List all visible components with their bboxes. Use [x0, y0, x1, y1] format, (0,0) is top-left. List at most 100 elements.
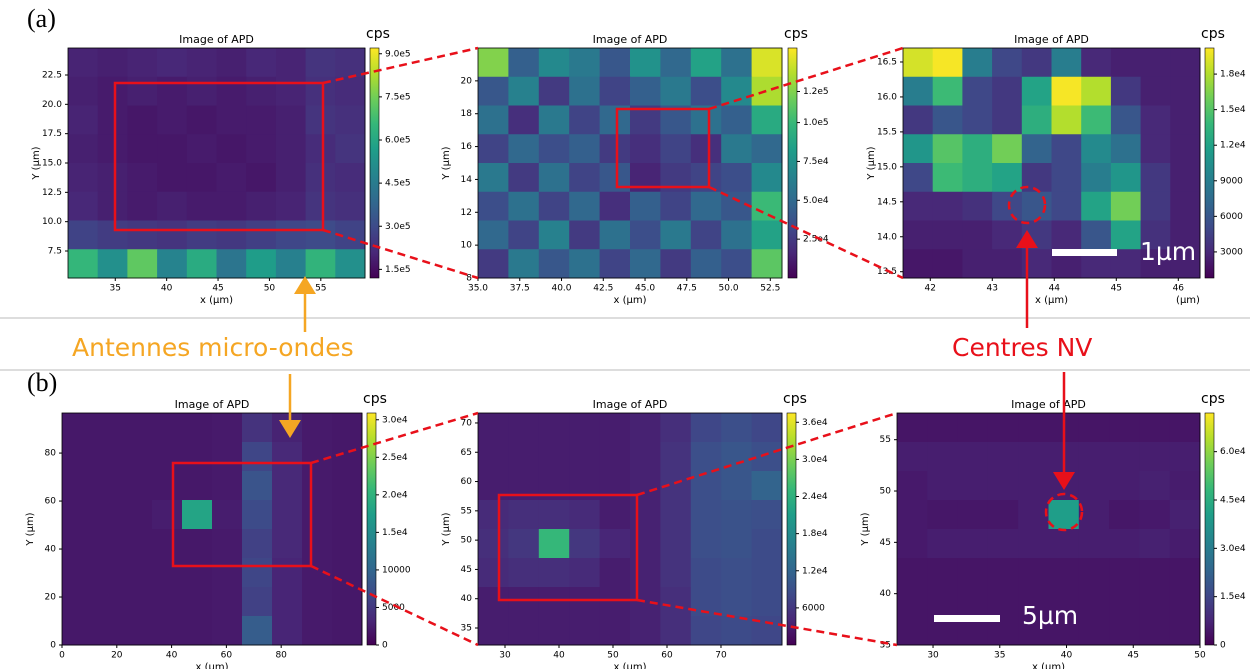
heatmap-cell: [630, 558, 661, 588]
colorbar: [787, 47, 798, 279]
heatmap-cell: [721, 529, 753, 559]
heatmap-cell: [92, 558, 123, 588]
heatmap-cell: [182, 616, 213, 646]
arrow-head: [294, 276, 316, 294]
colorbar-tick-label: 1.5e4: [1220, 105, 1246, 115]
heatmap-cell: [1021, 191, 1052, 221]
heatmap-cell: [62, 616, 93, 646]
colorbar-tick-label: 9000: [1220, 176, 1243, 186]
heatmap-cell: [478, 163, 509, 193]
y-tick-label: 60: [461, 477, 473, 487]
x-tick-label: 55: [315, 284, 326, 294]
heatmap-cell: [478, 500, 509, 530]
heatmap-cell: [1018, 442, 1049, 472]
heatmap-cell: [569, 105, 601, 135]
heatmap-cell: [690, 558, 722, 588]
heatmap-cell: [272, 558, 303, 588]
annotations: 1µm 5µm (a) (b) Antennes micro-ondes Cen…: [0, 4, 1250, 647]
heatmap-cell: [157, 163, 188, 193]
heatmap-cell: [1081, 163, 1112, 193]
y-axis-label: Y (µm): [866, 146, 877, 180]
heatmap-cell: [538, 616, 570, 646]
heatmap-cell: [599, 48, 631, 78]
panel-label: (a): [27, 4, 56, 33]
heatmap-cell: [1110, 48, 1142, 78]
heatmap-cell: [538, 76, 570, 106]
heatmap-cell: [1051, 134, 1082, 164]
heatmap-cell: [932, 249, 963, 279]
heatmap-cell: [721, 163, 753, 193]
heatmap-cell: [242, 529, 273, 559]
heatmap-cell: [932, 48, 963, 78]
heatmap-cell: [1051, 163, 1082, 193]
heatmap-cell: [751, 249, 783, 279]
heatmap-cell: [1018, 529, 1049, 559]
heatmap-cell: [157, 134, 188, 164]
heatmap-cell: [599, 442, 631, 472]
heatmap-cell: [1140, 76, 1171, 106]
heatmap-cell: [272, 442, 303, 472]
x-tick-label: 42.5: [593, 284, 613, 294]
heatmap-cell: [1018, 471, 1049, 501]
arrows: [279, 230, 1075, 490]
heatmap-cell: [538, 558, 570, 588]
x-tick-label: 37.5: [510, 284, 530, 294]
heatmap-cell: [599, 105, 631, 135]
heatmap-cell: [538, 442, 570, 472]
heatmap-cell: [275, 48, 307, 78]
heatmap-cell: [962, 220, 993, 250]
heatmap-cell: [1051, 191, 1082, 221]
x-tick-label: 45: [1128, 651, 1139, 661]
heatmap-cell: [1048, 616, 1080, 646]
heatmap-cell: [992, 48, 1023, 78]
heatmap-cell: [1048, 500, 1080, 530]
x-axis-label: x (µm): [195, 662, 228, 669]
heatmap-cell: [1078, 529, 1110, 559]
colorbar-label: cps: [784, 26, 808, 42]
zoom-line: [310, 411, 479, 465]
colorbar-tick-label: 2.5e4: [803, 235, 829, 245]
x-tick-label: 60: [661, 651, 673, 661]
heatmap-cell: [962, 48, 993, 78]
heatmap-cell: [538, 191, 570, 221]
zoom-line: [636, 598, 898, 647]
y-tick-label: 80: [45, 449, 57, 459]
x-unit-note: (µm): [1176, 295, 1200, 306]
x-tick-label: 35: [994, 651, 1005, 661]
heatmap-cell: [182, 587, 213, 617]
heatmap-cell: [212, 529, 243, 559]
heatmap-cell: [630, 249, 661, 279]
x-tick-label: 40: [166, 651, 178, 661]
heatmap-cell: [660, 48, 692, 78]
heatmap-cell: [751, 48, 783, 78]
heatmap-cell: [992, 191, 1023, 221]
heatmap-cell: [599, 191, 631, 221]
heatmap-cell: [305, 191, 336, 221]
y-tick-label: 10: [461, 241, 473, 251]
heatmap-cell: [569, 76, 601, 106]
heatmap-cell: [1051, 48, 1082, 78]
heatmap-cell: [1081, 220, 1112, 250]
colorbar: [366, 412, 377, 646]
heatmap-cell: [332, 471, 363, 501]
heatmap-cell: [1081, 48, 1112, 78]
heatmap-cell: [186, 191, 217, 221]
heatmap-cell: [569, 191, 601, 221]
heatmap-cell: [927, 500, 959, 530]
colorbar-tick-label: 7.5e5: [385, 92, 411, 102]
heatmap-cell: [216, 105, 247, 135]
heatmap-cell: [216, 48, 247, 78]
heatmap-cell: [335, 105, 366, 135]
heatmap-cell: [957, 558, 989, 588]
heatmap-cell: [182, 558, 213, 588]
heatmap-cell: [751, 471, 783, 501]
heatmap-cell: [186, 163, 217, 193]
colorbar-tick-label: 1.5e4: [1220, 592, 1246, 602]
heatmap-cell: [508, 76, 540, 106]
heatmap-cell: [152, 529, 183, 559]
x-tick-label: 30: [499, 651, 511, 661]
y-tick-label: 20.0: [42, 100, 62, 110]
heatmap-cell: [721, 249, 753, 279]
heatmap-cell: [1110, 163, 1142, 193]
heatmap-cell: [927, 558, 959, 588]
